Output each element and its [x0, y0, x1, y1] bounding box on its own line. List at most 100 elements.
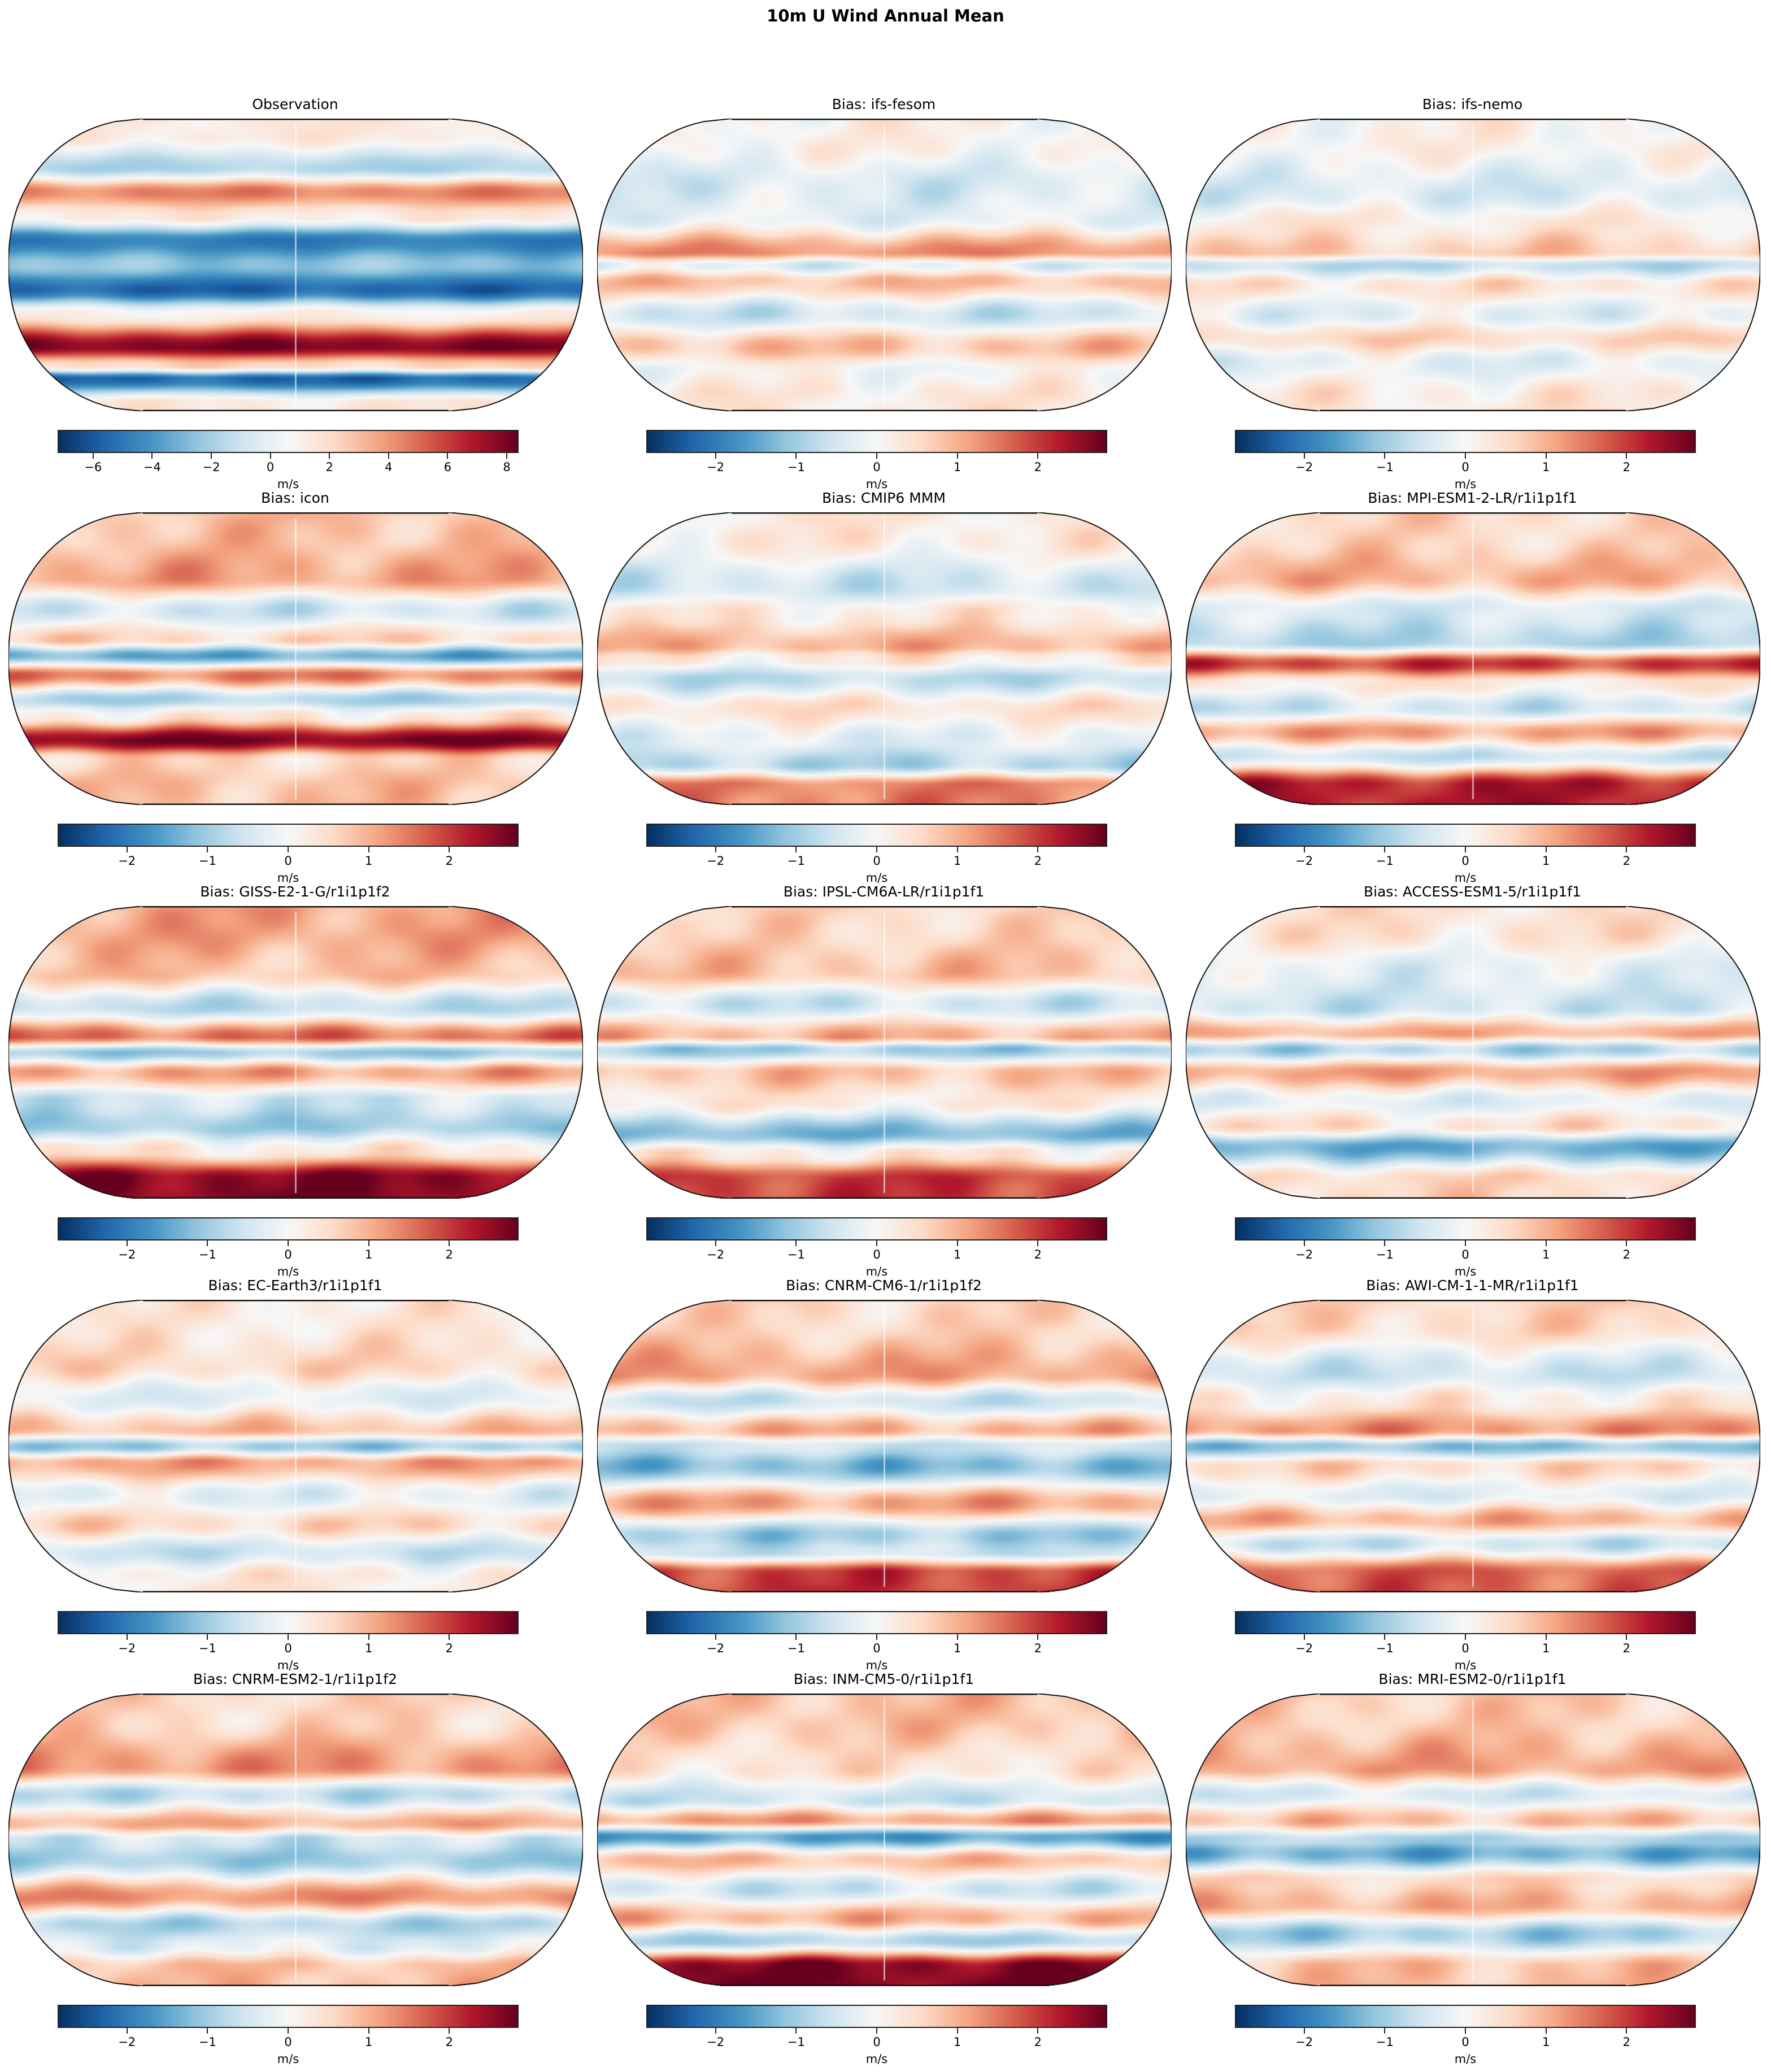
- colorbar-tick-mark: [126, 1634, 128, 1640]
- figure-suptitle: 10m U Wind Annual Mean: [767, 6, 1004, 25]
- colorbar-tick-label: −2: [118, 2035, 136, 2049]
- colorbar-tick-mark: [151, 453, 153, 459]
- colorbar-tick-label: 2: [445, 2035, 453, 2049]
- panel-title: Bias: CMIP6 MMM: [822, 490, 946, 506]
- map-outline: [1186, 1694, 1760, 1986]
- colorbar-tick-label: 1: [953, 2035, 961, 2049]
- colorbar-label: m/s: [865, 871, 888, 885]
- colorbar-tick-mark: [876, 1240, 877, 1246]
- panel-title: Bias: AWI-CM-1-1-MR/r1i1p1f1: [1366, 1277, 1579, 1294]
- colorbar-tick-mark: [1037, 2028, 1039, 2034]
- colorbar-tick-label: 0: [1461, 1248, 1469, 1261]
- map-outline: [1186, 512, 1760, 805]
- colorbar-gradient: [647, 1218, 1106, 1239]
- colorbar-tick-mark: [92, 453, 94, 459]
- colorbar-tick-label: 2: [1622, 854, 1630, 868]
- colorbar-label: m/s: [277, 1659, 299, 1672]
- colorbar-tick-label: −2: [1295, 1642, 1313, 1655]
- colorbar-tick-label: 1: [1542, 1248, 1550, 1261]
- map-panel-2: Bias: ifs-fesom −2 −1 0 1 2 m/s: [589, 96, 1177, 491]
- colorbar-tick-mark: [795, 1634, 797, 1640]
- colorbar-tick-label: 0: [873, 460, 881, 474]
- colorbar-tick-mark: [1303, 2028, 1305, 2034]
- colorbar-tick-label: 0: [873, 2035, 881, 2049]
- colorbar-tick-mark: [1545, 1240, 1547, 1246]
- colorbar-tick-label: 0: [284, 1248, 292, 1261]
- colorbar-gradient: [647, 2006, 1106, 2027]
- colorbar-tick-label: 1: [1542, 460, 1550, 474]
- colorbar-tick-label: 2: [1034, 1248, 1042, 1261]
- colorbar-tick-label: −1: [198, 1642, 216, 1655]
- robinson-map: [597, 1300, 1172, 1592]
- colorbar-tick-label: 0: [1461, 854, 1469, 868]
- colorbar-gradient: [1236, 1612, 1695, 1633]
- panel-title: Bias: EC-Earth3/r1i1p1f1: [208, 1277, 382, 1294]
- colorbar-tick-label: −1: [787, 854, 805, 868]
- map-outline: [1186, 1300, 1760, 1592]
- robinson-map: [597, 512, 1172, 805]
- colorbar-tick-mark: [329, 453, 330, 459]
- colorbar-tick-label: 2: [325, 460, 333, 474]
- colorbar-gradient: [1236, 2006, 1695, 2027]
- colorbar-tick-mark: [449, 1240, 450, 1246]
- colorbar-tick-label: −1: [787, 1248, 805, 1261]
- colorbar-tick-label: −2: [118, 1248, 136, 1261]
- panel-title: Bias: CNRM-CM6-1/r1i1p1f2: [786, 1277, 982, 1294]
- map-outline: [8, 512, 583, 805]
- colorbar-tick-mark: [1465, 2028, 1466, 2034]
- colorbar-tick-mark: [956, 1634, 958, 1640]
- wind-field-heatmap: [8, 512, 583, 805]
- colorbar-label: m/s: [865, 1659, 888, 1672]
- map-outline: [8, 1694, 583, 1986]
- colorbar-tick-label: 2: [1034, 854, 1042, 868]
- colorbar-label: m/s: [277, 477, 299, 491]
- colorbar-tick-mark: [506, 453, 508, 459]
- colorbar-tick-mark: [1303, 1240, 1305, 1246]
- colorbar-tick-mark: [1545, 847, 1547, 852]
- colorbar-tick-label: 0: [1461, 460, 1469, 474]
- colorbar-tick-label: 1: [364, 2035, 373, 2049]
- colorbar-label: m/s: [865, 1265, 888, 1278]
- map-outline: [1186, 906, 1760, 1199]
- wind-field-heatmap: [597, 1694, 1172, 1986]
- colorbar-tick-label: −2: [1295, 854, 1313, 868]
- colorbar-tick-label: 2: [1622, 1642, 1630, 1655]
- colorbar-tick-mark: [795, 847, 797, 852]
- robinson-map: [1186, 1694, 1760, 1986]
- wind-field-heatmap: [1186, 906, 1760, 1199]
- colorbar-tick-label: 1: [953, 1642, 961, 1655]
- colorbar-tick-label: −1: [787, 1642, 805, 1655]
- colorbar-tick-mark: [876, 2028, 877, 2034]
- colorbar-tick-mark: [1037, 847, 1039, 852]
- colorbar-tick-mark: [956, 1240, 958, 1246]
- colorbar-tick-label: 2: [445, 854, 453, 868]
- colorbar-gradient: [647, 825, 1106, 846]
- panel-title: Bias: ifs-nemo: [1422, 96, 1523, 112]
- colorbar-tick-label: 2: [1622, 2035, 1630, 2049]
- robinson-map: [1186, 119, 1760, 411]
- colorbar-tick-label: 1: [364, 854, 373, 868]
- colorbar-gradient: [59, 431, 517, 452]
- colorbar-tick-label: 0: [266, 460, 275, 474]
- colorbar-tick-mark: [207, 847, 208, 852]
- colorbar-tick-mark: [449, 1634, 450, 1640]
- colorbar-label: m/s: [1454, 1659, 1477, 1672]
- colorbar-tick-label: −1: [198, 854, 216, 868]
- colorbar-tick-label: 1: [364, 1248, 373, 1261]
- colorbar-tick-label: 2: [445, 1642, 453, 1655]
- colorbar-tick-label: −2: [202, 460, 220, 474]
- map-panel-7: Bias: GISS-E2-1-G/r1i1p1f2 −2 −1 0 1 2 m/s: [0, 883, 589, 1278]
- colorbar-label: m/s: [1454, 871, 1477, 885]
- colorbar-tick-label: 2: [445, 1248, 453, 1261]
- colorbar: [58, 1217, 519, 1240]
- panel-title: Bias: MRI-ESM2-0/r1i1p1f1: [1378, 1671, 1567, 1687]
- wind-field-heatmap: [8, 906, 583, 1199]
- colorbar: [58, 2005, 519, 2028]
- colorbar-tick-mark: [1545, 2028, 1547, 2034]
- colorbar-tick-mark: [715, 1240, 716, 1246]
- map-outline: [597, 512, 1172, 805]
- colorbar: [1235, 824, 1696, 847]
- map-panel-5: Bias: CMIP6 MMM −2 −1 0 1 2 m/s: [589, 490, 1177, 885]
- colorbar: [646, 2005, 1107, 2028]
- colorbar-gradient: [647, 1612, 1106, 1633]
